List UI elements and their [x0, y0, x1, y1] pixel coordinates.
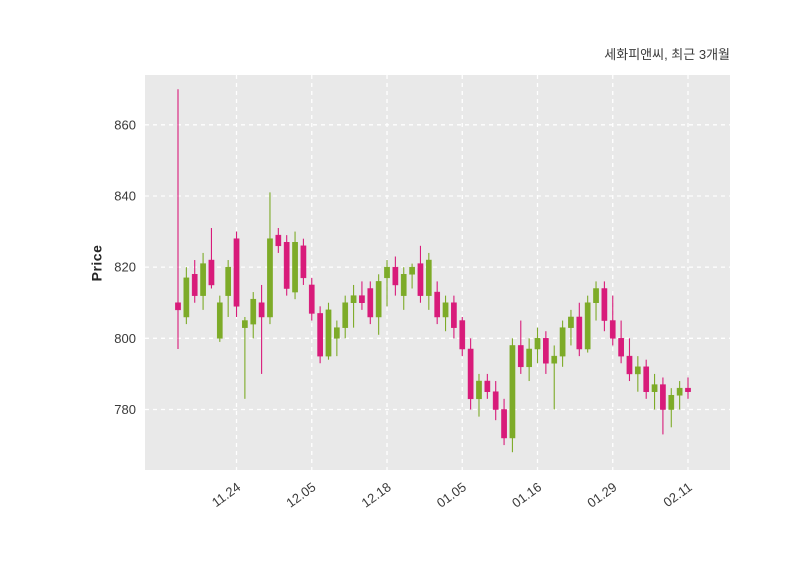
candle-body [300, 245, 307, 279]
chart-title: 세화피앤씨, 최근 3개월 [604, 47, 730, 62]
candle-body [400, 274, 407, 296]
candle-body [618, 338, 624, 357]
candle-body [175, 302, 181, 311]
candle-body [526, 348, 532, 368]
x-tick-label: 01.29 [584, 479, 619, 510]
candle-body [609, 320, 616, 339]
x-tick-label: 12.05 [283, 479, 318, 510]
y-tick-label: 800 [114, 331, 136, 346]
x-tick-label: 01.05 [434, 479, 469, 510]
candle-body [200, 263, 206, 296]
candle-body [242, 320, 248, 328]
candle-body [258, 302, 265, 318]
candle-body [484, 380, 491, 392]
candle-body [283, 242, 290, 289]
candle-body [409, 266, 415, 275]
x-tick-label: 01.16 [509, 479, 544, 510]
y-tick-label: 820 [114, 260, 136, 275]
candle-body [517, 345, 524, 368]
candle-body [576, 316, 583, 350]
candle-body [342, 302, 349, 328]
candle-body [467, 348, 474, 400]
candle-body [225, 266, 232, 296]
candle-body [651, 384, 658, 392]
candle-body [476, 380, 482, 400]
candle-body [208, 259, 215, 286]
candle-body [534, 338, 541, 350]
candle-body [568, 316, 574, 328]
candle-body [434, 291, 441, 318]
candle-body [350, 295, 357, 303]
candle-body [367, 288, 374, 318]
candle-body [543, 338, 549, 364]
candle-body [233, 238, 240, 307]
candle-body [601, 288, 608, 321]
y-tick-label: 860 [114, 117, 136, 132]
candle-body [325, 309, 332, 357]
candle-body [216, 302, 223, 339]
candle-body [501, 409, 507, 439]
candle-body [392, 266, 399, 286]
candle-body [660, 384, 666, 410]
candle-body [250, 298, 257, 325]
candle-body [685, 387, 691, 392]
x-tick-label: 11.24 [209, 479, 243, 510]
candle-body [459, 320, 466, 350]
candle-body [334, 327, 340, 339]
candle-body [375, 281, 382, 318]
candle-body [559, 327, 566, 357]
candle-body [509, 345, 516, 439]
y-tick-label: 780 [114, 402, 136, 417]
candle-body [417, 263, 424, 296]
candle-body [668, 395, 675, 410]
candle-body [267, 238, 273, 318]
candle-body [551, 355, 558, 364]
x-tick-label: 02.11 [660, 479, 694, 510]
candle-body [384, 266, 390, 279]
candle-body [643, 366, 650, 392]
candle-body [593, 288, 599, 303]
candle-body [359, 295, 365, 303]
candle-body [626, 355, 633, 375]
y-tick-label: 840 [114, 188, 136, 203]
candle-body [191, 274, 198, 296]
candle-body [584, 302, 591, 350]
x-tick-label: 12.18 [359, 479, 394, 510]
candle-body [275, 234, 282, 247]
candle-body [292, 242, 298, 293]
candle-body [425, 259, 432, 296]
candle-body [183, 277, 190, 318]
candle-body [676, 387, 683, 396]
candle-body [451, 302, 457, 328]
candle-body [634, 366, 641, 375]
candle-body [492, 391, 499, 410]
candle-body [308, 284, 315, 314]
candle-body [442, 302, 449, 318]
plot-area [145, 75, 730, 470]
candle-body [317, 313, 323, 357]
y-axis-label: Price [88, 244, 105, 282]
